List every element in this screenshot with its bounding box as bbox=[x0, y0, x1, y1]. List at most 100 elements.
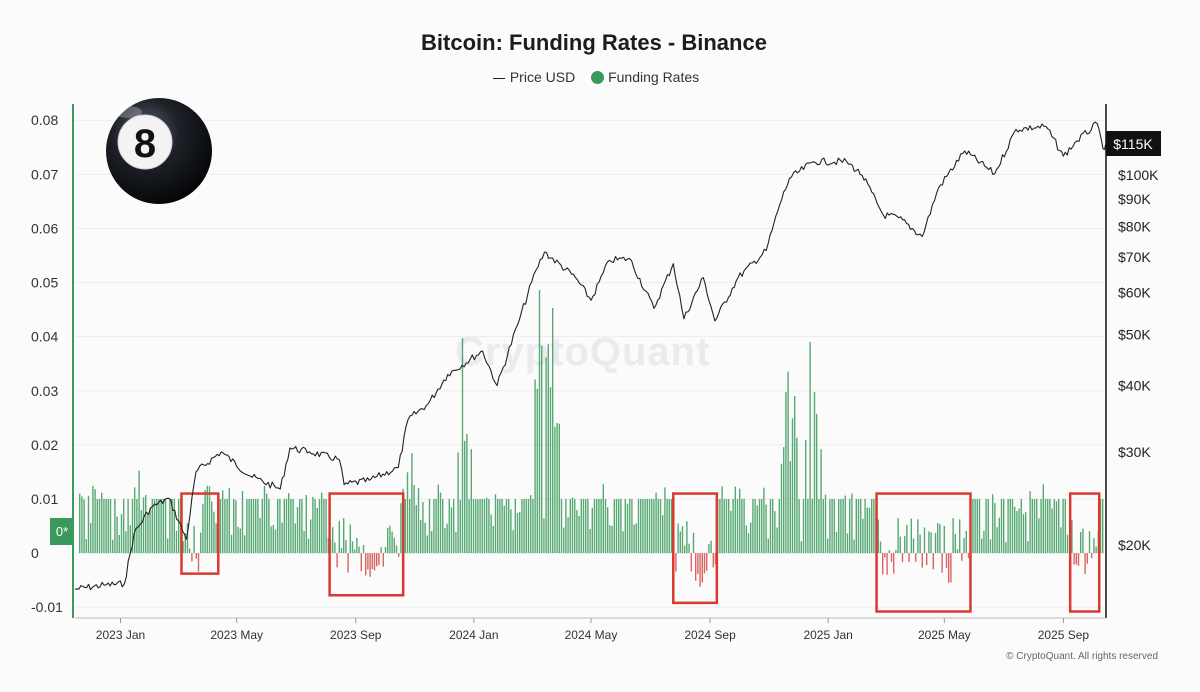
right-tick-label: $40K bbox=[1118, 378, 1151, 394]
legend-item-price[interactable]: Price USD bbox=[492, 69, 575, 85]
funding-bar bbox=[501, 499, 503, 554]
funding-bar bbox=[382, 553, 384, 567]
funding-bar bbox=[193, 525, 195, 554]
funding-bar bbox=[490, 514, 492, 554]
funding-bar bbox=[283, 499, 285, 554]
funding-bar bbox=[101, 492, 103, 553]
eight-ball-face bbox=[117, 114, 173, 170]
funding-bar bbox=[620, 499, 622, 554]
funding-bar bbox=[367, 553, 369, 570]
funding-bar bbox=[79, 493, 81, 554]
funding-bar bbox=[761, 499, 763, 554]
funding-bar bbox=[406, 472, 409, 554]
funding-bar bbox=[521, 499, 523, 554]
right-tick-label: $60K bbox=[1118, 284, 1151, 300]
funding-bar bbox=[437, 484, 439, 554]
funding-bar bbox=[81, 496, 83, 553]
funding-bar bbox=[508, 499, 510, 554]
funding-bar bbox=[195, 553, 197, 559]
funding-bar bbox=[305, 495, 307, 554]
funding-bar bbox=[378, 553, 380, 566]
funding-bar bbox=[996, 527, 998, 553]
funding-bar bbox=[908, 553, 910, 563]
zero-marker-box bbox=[50, 518, 74, 545]
funding-bar bbox=[226, 499, 228, 554]
funding-bar bbox=[987, 499, 989, 554]
legend-item-funding[interactable]: Funding Rates bbox=[591, 69, 699, 85]
funding-bar bbox=[208, 486, 211, 554]
funding-bar bbox=[574, 499, 576, 554]
funding-bar bbox=[758, 499, 761, 554]
funding-bar bbox=[926, 553, 928, 566]
funding-bar bbox=[252, 499, 255, 554]
funding-bar bbox=[798, 499, 800, 554]
funding-bar bbox=[354, 549, 356, 553]
funding-bar bbox=[204, 490, 206, 553]
funding-bar bbox=[1051, 508, 1053, 553]
funding-bar bbox=[1088, 531, 1091, 553]
funding-bar bbox=[1009, 499, 1011, 554]
funding-bar bbox=[613, 499, 615, 554]
funding-bar bbox=[107, 499, 109, 554]
funding-bar bbox=[879, 541, 882, 554]
funding-bar bbox=[915, 553, 917, 562]
funding-bar bbox=[400, 503, 402, 554]
funding-bar bbox=[668, 499, 670, 554]
funding-bar bbox=[776, 527, 778, 554]
funding-bar bbox=[422, 502, 424, 554]
funding-bar bbox=[695, 553, 697, 581]
funding-bar bbox=[868, 507, 871, 554]
funding-bar bbox=[677, 523, 679, 554]
funding-bar bbox=[607, 507, 609, 554]
funding-bar bbox=[387, 527, 389, 554]
funding-bar bbox=[1066, 534, 1069, 554]
funding-bar bbox=[679, 531, 681, 554]
funding-bar bbox=[600, 499, 602, 554]
eight-ball-number: 8 bbox=[134, 122, 156, 166]
funding-bar bbox=[941, 553, 943, 573]
funding-bar bbox=[255, 499, 257, 554]
funding-bar bbox=[380, 547, 382, 554]
right-tick-label: $50K bbox=[1118, 326, 1151, 342]
funding-bar bbox=[279, 499, 281, 554]
funding-bar bbox=[112, 539, 114, 553]
funding-bar bbox=[800, 541, 802, 554]
funding-bar bbox=[1000, 499, 1003, 554]
funding-bar bbox=[640, 499, 642, 554]
x-tick-label: 2024 May bbox=[565, 628, 618, 642]
funding-bar bbox=[360, 553, 362, 572]
funding-bar bbox=[706, 553, 708, 571]
funding-bar bbox=[268, 499, 270, 554]
funding-bar bbox=[259, 517, 261, 554]
legend-line-swatch bbox=[492, 78, 505, 80]
funding-bar bbox=[992, 494, 994, 554]
funding-bar bbox=[285, 499, 288, 554]
funding-bar bbox=[664, 487, 666, 554]
funding-bar bbox=[340, 548, 343, 553]
funding-bar bbox=[248, 499, 250, 554]
funding-bar bbox=[710, 540, 712, 554]
funding-bar bbox=[499, 499, 501, 554]
funding-bar bbox=[1077, 553, 1080, 566]
funding-bar bbox=[365, 553, 367, 576]
funding-bar bbox=[488, 499, 490, 554]
funding-bar bbox=[483, 499, 486, 554]
funding-bar bbox=[653, 499, 655, 554]
funding-bar bbox=[719, 499, 721, 554]
funding-bar bbox=[886, 553, 888, 575]
funding-bar bbox=[1038, 518, 1040, 554]
x-axis-ticks: 2023 Jan 2023 May 2023 Sep 2024 Jan 2024 May… bbox=[96, 618, 1089, 642]
funding-bar bbox=[281, 522, 283, 554]
funding-bar bbox=[140, 510, 142, 554]
funding-bar bbox=[747, 533, 750, 553]
funding-bar bbox=[743, 499, 745, 554]
funding-bar bbox=[681, 526, 684, 554]
funding-bar bbox=[840, 499, 842, 554]
funding-bar bbox=[409, 499, 411, 554]
funding-bar bbox=[431, 531, 433, 554]
right-tick-label: $30K bbox=[1118, 444, 1151, 460]
zero-marker-label: 0* bbox=[56, 524, 68, 539]
funding-bar bbox=[472, 499, 475, 554]
funding-bar bbox=[1082, 528, 1084, 553]
funding-bar bbox=[794, 396, 796, 554]
